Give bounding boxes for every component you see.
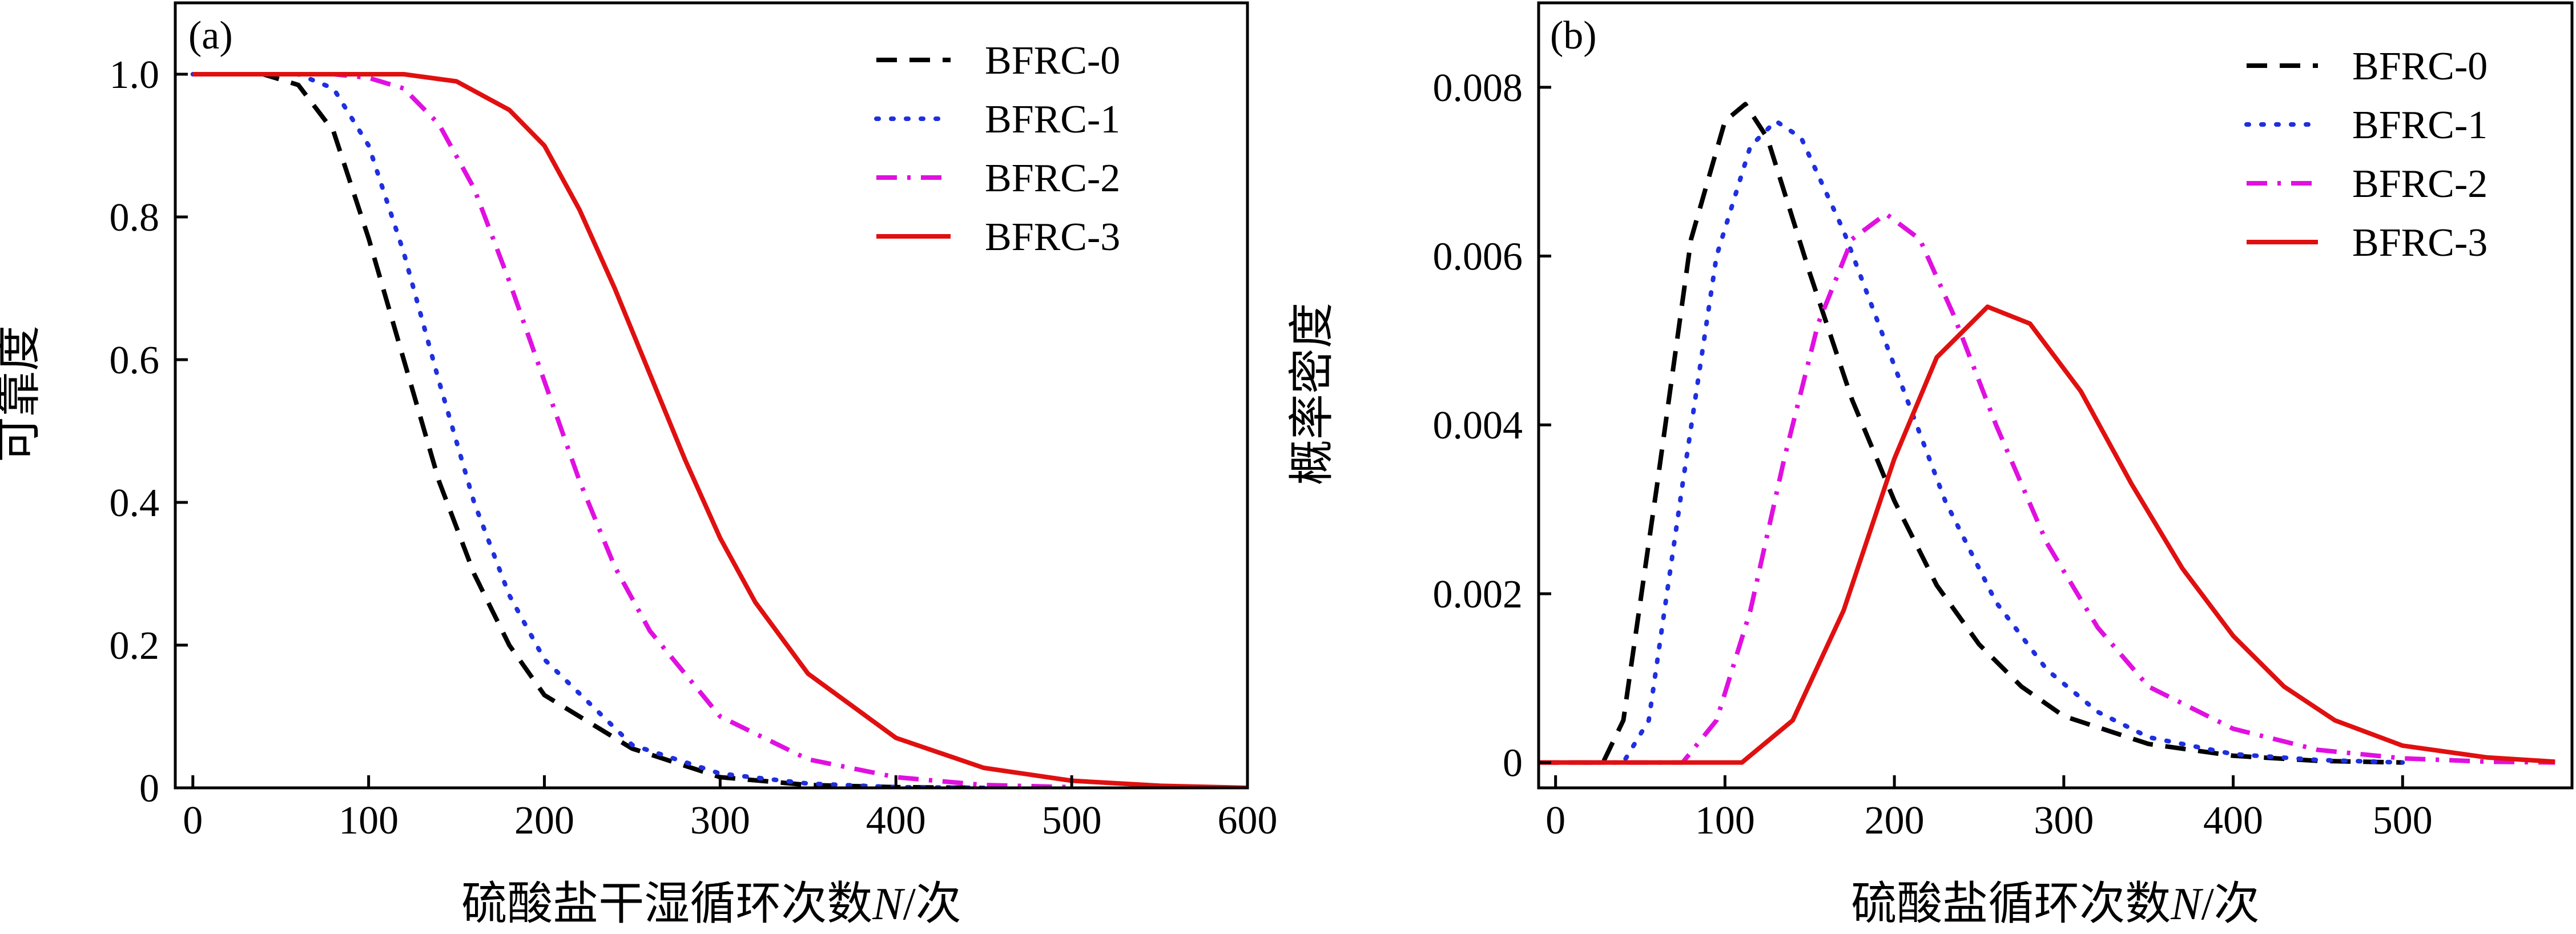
panel-b-legend-label-bfrc-2: BFRC-2	[2352, 162, 2488, 206]
panel-a-series-bfrc-3-line	[192, 72, 1247, 788]
panel-a-legend-label-bfrc-3: BFRC-3	[985, 215, 1120, 259]
panel-a-x-tick-label: 0	[183, 799, 203, 843]
panel-a-plot-frame	[174, 1, 1249, 790]
panel-b-x-tick-label: 200	[1865, 799, 1925, 843]
panel-a-reliability-chart: 0 100 200 300 400 500 600 0 0.2 0.4 0.6 0.8 1.0 (a) 硫酸…	[0, 1, 1278, 929]
panel-a-y-axis-title: 可靠度	[0, 325, 45, 462]
panel-a-x-tick-label: 100	[339, 799, 399, 843]
panel-b-x-axis-title-prefix: 硫酸盐循环次数	[1851, 879, 2171, 929]
panel-b-series-bfrc-1-line	[1539, 119, 2405, 765]
panel-a-y-tick-label: 0	[139, 767, 159, 811]
panel-b-x-tick-label: 100	[1695, 799, 1755, 843]
panel-a-x-axis-title-variable: N	[872, 879, 905, 929]
panel-b-series-bfrc-2-line	[1539, 211, 2555, 765]
panel-a-legend-label-bfrc-1: BFRC-1	[985, 98, 1120, 142]
panel-b-x-tick-label: 300	[2034, 799, 2094, 843]
panel-a-series-group	[190, 72, 1247, 788]
panel-b-plot-frame	[1537, 1, 2574, 790]
panel-a-series-bfrc-1-line	[190, 72, 987, 788]
panel-a-x-axis-title: 硫酸盐干湿循环次数N/次	[461, 879, 961, 929]
panel-a-y-tick-label: 0.8	[110, 196, 160, 240]
panel-a-y-tick-label: 0.4	[110, 481, 160, 525]
panel-a-legend-label-bfrc-2: BFRC-2	[985, 156, 1120, 200]
panel-b-y-tick-label: 0.002	[1433, 573, 1523, 617]
panel-b-y-axis-title: 概率密度	[1287, 303, 1338, 485]
panel-a-x-tick-label: 300	[690, 799, 750, 843]
panel-b-y-tick-label: 0.008	[1433, 66, 1523, 110]
panel-a-y-tick-label: 0.2	[110, 624, 160, 668]
panel-a-x-tick-label: 600	[1218, 799, 1278, 843]
panel-a-series-bfrc-0-line	[192, 72, 984, 788]
panel-a-x-tick-label: 200	[514, 799, 574, 843]
panel-a-y-tick-label: 1.0	[110, 53, 160, 97]
panel-a-series-bfrc-2-line	[192, 72, 1072, 788]
panel-b-x-axis-title-suffix: /次	[2201, 879, 2260, 929]
panel-b-series-bfrc-3-line	[1539, 304, 2555, 765]
panel-b-legend-label-bfrc-1: BFRC-1	[2352, 103, 2488, 147]
panel-b-x-tick-label: 0	[1545, 799, 1565, 843]
panel-b-y-tick-label: 0.004	[1433, 404, 1523, 448]
panel-b-panel-label: (b)	[1550, 14, 1597, 58]
panel-b-x-axis-title-variable: N	[2170, 879, 2204, 929]
panel-b-y-tick-label: 0	[1503, 742, 1523, 786]
panel-a-x-axis-title-prefix: 硫酸盐干湿循环次数	[461, 879, 872, 929]
panel-b-legend: BFRC-0 BFRC-1 BFRC-2 BFRC-3	[2244, 45, 2488, 265]
panel-a-panel-label: (a)	[188, 14, 233, 58]
panel-a-x-axis-title-suffix: /次	[903, 879, 961, 929]
panel-b-probability-density-chart: 0 100 200 300 400 500 0 0.002 0.004 0.006 0.008 (b)…	[1287, 1, 2574, 929]
panel-b-series-group	[1539, 102, 2555, 765]
panel-b-legend-label-bfrc-3: BFRC-3	[2352, 221, 2488, 265]
panel-b-x-tick-label: 400	[2203, 799, 2263, 843]
panel-a-legend-label-bfrc-0: BFRC-0	[985, 39, 1120, 83]
panel-a-x-tick-label: 500	[1042, 799, 1102, 843]
panel-b-x-axis-title: 硫酸盐循环次数N/次	[1851, 879, 2260, 929]
panel-b-legend-label-bfrc-0: BFRC-0	[2352, 45, 2488, 88]
panel-a-legend: BFRC-0 BFRC-1 BFRC-2 BFRC-3	[874, 39, 1120, 259]
panel-a-x-tick-label: 400	[866, 799, 926, 843]
panel-b-y-tick-label: 0.006	[1433, 235, 1523, 279]
panel-b-series-bfrc-0-line	[1539, 102, 2403, 765]
panel-b-x-tick-label: 500	[2373, 799, 2433, 843]
panel-a-y-tick-label: 0.6	[110, 339, 160, 383]
